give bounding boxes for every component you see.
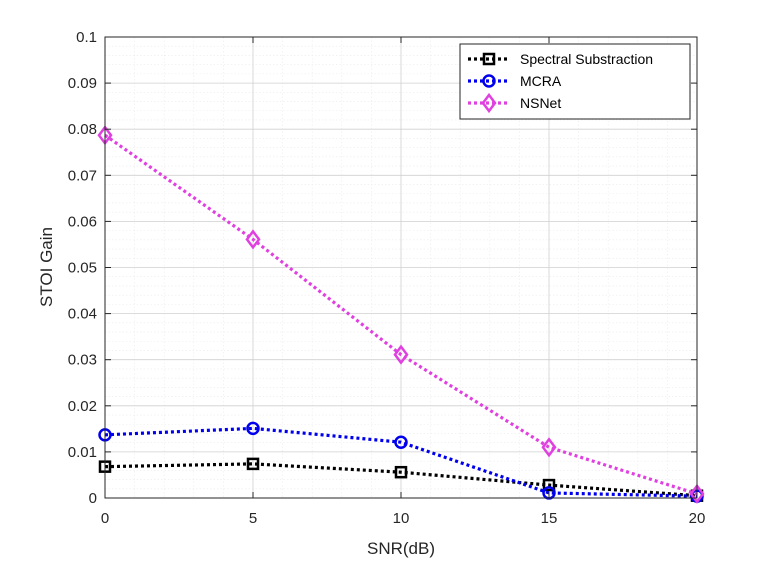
y-tick-label: 0.08 <box>68 121 97 138</box>
x-tick-label: 10 <box>393 510 410 527</box>
y-tick-label: 0.09 <box>68 75 97 92</box>
data-point-square <box>246 457 260 471</box>
x-tick-label: 15 <box>541 510 558 527</box>
x-tick-label: 0 <box>101 510 109 527</box>
data-point-circle <box>394 435 408 449</box>
legend-marker <box>482 52 496 66</box>
data-point-diamond <box>393 344 409 365</box>
y-tick-label: 0.1 <box>76 29 97 46</box>
data-point-circle <box>246 421 260 436</box>
legend: Spectral Substraction MCRA NSNet <box>459 43 691 120</box>
legend-marker <box>481 92 497 114</box>
data-point-square <box>542 478 556 492</box>
axis-ticks <box>104 36 698 499</box>
legend-label: NSNet <box>520 95 561 111</box>
x-axis-title: SNR(dB) <box>367 539 435 558</box>
series-line <box>104 426 698 498</box>
series-line <box>104 462 698 498</box>
legend-marker <box>482 74 496 88</box>
tick-labels: 0 5 10 15 20 0 0.01 0.02 0.03 0.04 0.05 0.06 0.07 0.0… <box>68 29 706 527</box>
y-tick-label: 0.07 <box>68 167 97 184</box>
legend-label: MCRA <box>520 73 562 89</box>
y-tick-label: 0.02 <box>68 398 97 415</box>
y-tick-label: 0.04 <box>68 306 97 323</box>
series-layer <box>97 125 705 504</box>
y-tick-label: 0.05 <box>68 260 97 277</box>
legend-items: Spectral Substraction MCRA NSNet <box>468 51 653 114</box>
y-tick-label: 0.06 <box>68 213 97 230</box>
minor-grid <box>105 37 697 498</box>
y-axis-title: STOI Gain <box>37 227 56 307</box>
data-point-square <box>394 465 408 479</box>
data-point-diamond <box>245 229 261 250</box>
y-tick-label: 0 <box>89 490 97 507</box>
legend-label: Spectral Substraction <box>520 51 653 67</box>
x-tick-label: 5 <box>249 510 257 527</box>
y-tick-label: 0.01 <box>68 444 97 461</box>
x-tick-label: 20 <box>689 510 706 527</box>
series-line <box>104 133 698 496</box>
data-point-diamond <box>689 483 705 504</box>
data-point-diamond <box>541 437 557 458</box>
y-tick-label: 0.03 <box>68 352 97 369</box>
